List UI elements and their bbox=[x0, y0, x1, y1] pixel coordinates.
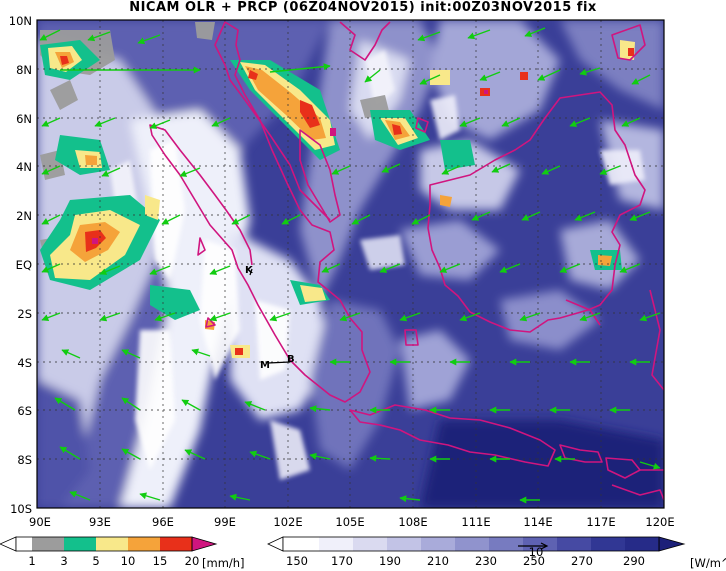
precip-colorbar: 1 3 5 10 15 20 [mm/h] bbox=[0, 536, 245, 570]
lat-label: EQ bbox=[16, 258, 32, 272]
lon-label: 102E bbox=[273, 515, 302, 529]
olr-swatch bbox=[557, 537, 591, 551]
lat-label: 8N bbox=[16, 63, 32, 77]
olr-swatch bbox=[455, 537, 489, 551]
olr-tick-label: 210 bbox=[427, 554, 449, 568]
precip-unit-label: [mm/h] bbox=[202, 556, 245, 570]
precip-tick-label: 1 bbox=[28, 554, 35, 568]
lat-label: 8S bbox=[17, 453, 32, 467]
precip-swatch bbox=[128, 537, 160, 551]
olr-tick-label: 230 bbox=[475, 554, 497, 568]
precip-tick-label: 3 bbox=[60, 554, 67, 568]
precip-colorbar-low-arrow bbox=[0, 536, 17, 552]
olr-swatch bbox=[319, 537, 353, 551]
precip-swatch bbox=[32, 537, 64, 551]
precip-swatch bbox=[16, 537, 32, 551]
olr-colorbar: 150 170 190 210 230 250 270 290 10 [W/m^… bbox=[267, 536, 726, 570]
lon-label: 120E bbox=[645, 515, 674, 529]
olr-swatch bbox=[421, 537, 455, 551]
olr-swatch bbox=[387, 537, 421, 551]
lon-label: 117E bbox=[586, 515, 615, 529]
plot-frame bbox=[36, 19, 665, 509]
lat-label: 4S bbox=[17, 356, 32, 370]
precip-tick-label: 10 bbox=[121, 554, 136, 568]
olr-swatch bbox=[283, 537, 319, 551]
station-label-k: K bbox=[245, 265, 254, 276]
precip-tick-label: 5 bbox=[92, 554, 99, 568]
olr-tick-label: 150 bbox=[286, 554, 308, 568]
olr-swatch bbox=[591, 537, 625, 551]
lat-axis: 10N 8N 6N 4N 2N EQ 2S 4S 6S 8S 10S bbox=[9, 14, 32, 516]
lon-label: 96E bbox=[152, 515, 174, 529]
lon-axis: 90E 93E 96E 99E 102E 105E 108E 111E 114E… bbox=[29, 515, 675, 529]
wind-vectors bbox=[39, 27, 661, 504]
vector-scale-arrow-icon bbox=[540, 542, 549, 550]
olr-tick-label: 190 bbox=[379, 554, 401, 568]
lon-label: 105E bbox=[335, 515, 364, 529]
lat-label: 6N bbox=[16, 112, 32, 126]
olr-tick-label: 270 bbox=[571, 554, 593, 568]
olr-unit-label: [W/m^2] bbox=[690, 556, 726, 570]
station-markers bbox=[249, 268, 291, 364]
lon-label: 93E bbox=[89, 515, 111, 529]
lat-label: 2S bbox=[17, 307, 32, 321]
lon-label: 108E bbox=[398, 515, 427, 529]
precip-swatch bbox=[96, 537, 128, 551]
olr-tick-label: 250 bbox=[523, 554, 545, 568]
lon-label: 111E bbox=[461, 515, 490, 529]
lat-label: 4N bbox=[16, 160, 32, 174]
precip-tick-label: 20 bbox=[185, 554, 200, 568]
olr-swatch bbox=[353, 537, 387, 551]
precip-colorbar-high-arrow bbox=[191, 536, 218, 552]
olr-colorbar-high-arrow bbox=[658, 536, 686, 552]
olr-tick-label: 170 bbox=[331, 554, 353, 568]
lon-label: 114E bbox=[523, 515, 552, 529]
olr-swatch bbox=[625, 537, 659, 551]
olr-field bbox=[37, 20, 664, 508]
precip-tick-label: 15 bbox=[153, 554, 168, 568]
lat-label: 10N bbox=[9, 14, 32, 28]
olr-colorbar-low-arrow bbox=[267, 536, 284, 552]
station-labels: K M B bbox=[245, 265, 295, 371]
olr-tick-label: 290 bbox=[623, 554, 645, 568]
map-title: NICAM OLR + PRCP (06Z04NOV2015) init:00Z… bbox=[129, 0, 597, 15]
map-plot-area bbox=[37, 20, 664, 508]
vector-scale-label: 10 bbox=[529, 545, 544, 559]
lat-label: 10S bbox=[10, 502, 32, 516]
coastlines bbox=[149, 21, 664, 501]
lat-label: 6S bbox=[17, 404, 32, 418]
lon-label: 99E bbox=[214, 515, 236, 529]
lat-label: 2N bbox=[16, 209, 32, 223]
lon-label: 90E bbox=[29, 515, 51, 529]
olr-swatch bbox=[523, 537, 557, 551]
station-label-m: M bbox=[260, 360, 270, 371]
precip-swatch bbox=[64, 537, 96, 551]
precip-swatch bbox=[160, 537, 192, 551]
vector-scale-key: 10 bbox=[518, 542, 549, 559]
olr-swatch bbox=[489, 537, 523, 551]
station-label-b: B bbox=[287, 354, 295, 365]
